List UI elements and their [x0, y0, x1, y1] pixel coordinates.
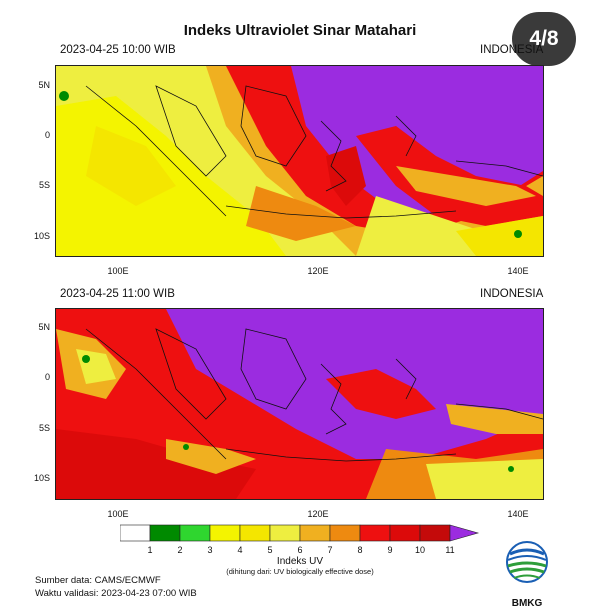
panel-1-datetime: 2023-04-25 10:00 WIB [60, 44, 176, 56]
panel-1-lat-label: 5N [38, 80, 50, 90]
panel-2-lat-label: 10S [33, 473, 50, 483]
panel-1-lat-label: 10S [33, 231, 50, 241]
colorbar-swatch [209, 524, 241, 542]
colorbar-tick-label: 5 [267, 545, 273, 555]
colorbar-swatch [299, 524, 331, 542]
colorbar-tick-label: 4 [237, 545, 243, 555]
colorbar-swatch [389, 524, 421, 542]
panel-2-lat-label: 5S [38, 423, 50, 433]
colorbar-tick-label: 11 [445, 545, 455, 555]
colorbar-swatch [179, 524, 211, 542]
data-source: Sumber data: CAMS/ECMWF [35, 575, 161, 586]
colorbar-tick-label: 3 [207, 545, 213, 555]
colorbar-swatch [119, 524, 151, 542]
panel-2-datetime: 2023-04-25 11:00 WIB [60, 288, 175, 300]
colorbar-swatch [359, 524, 391, 542]
panel-1-lon-label: 140E [507, 266, 529, 276]
colorbar-tick-label: 7 [327, 545, 333, 555]
panel-2-region: INDONESIA [480, 288, 544, 300]
colorbar-swatch [329, 524, 361, 542]
colorbar-swatch [149, 524, 181, 542]
panel-2-lat-label: 5N [38, 322, 50, 332]
page-title: Indeks Ultraviolet Sinar Matahari [183, 22, 417, 39]
colorbar-note: (dihitung dari: UV biologically effectiv… [226, 567, 374, 576]
uv-map-panel-2 [55, 308, 544, 500]
colorbar-tick-label: 10 [414, 545, 425, 555]
colorbar-swatch [269, 524, 301, 542]
panel-2-lon-label: 140E [507, 509, 529, 519]
bmkg-logo [500, 540, 554, 602]
panel-1-lon-label: 120E [307, 266, 329, 276]
panel-1-lat-label: 0 [44, 130, 50, 140]
bmkg-logo-text: BMKG [511, 598, 543, 609]
colorbar-tick-label: 2 [177, 545, 183, 555]
colorbar-tick-label: 8 [357, 545, 363, 555]
panel-1-lat-label: 5S [38, 180, 50, 190]
page-indicator-badge[interactable]: 4/8 [512, 12, 576, 66]
panel-1-lon-label: 100E [107, 266, 129, 276]
uv-map-panel-1 [55, 65, 544, 257]
panel-1-region: INDONESIA [480, 44, 544, 56]
colorbar-title: Indeks UV [276, 556, 324, 567]
panel-2-lat-label: 0 [44, 372, 50, 382]
panel-2-lon-label: 120E [307, 509, 329, 519]
colorbar-swatch [239, 524, 271, 542]
colorbar-tick-label: 1 [147, 545, 153, 555]
uv-colorbar [119, 524, 480, 542]
colorbar-swatch [419, 524, 451, 542]
colorbar-tick-label: 9 [387, 545, 393, 555]
panel-2-lon-label: 100E [107, 509, 129, 519]
colorbar-tick-label: 6 [297, 545, 303, 555]
validity-time: Waktu validasi: 2023-04-23 07:00 WIB [35, 588, 197, 599]
colorbar-arrow [449, 524, 480, 542]
